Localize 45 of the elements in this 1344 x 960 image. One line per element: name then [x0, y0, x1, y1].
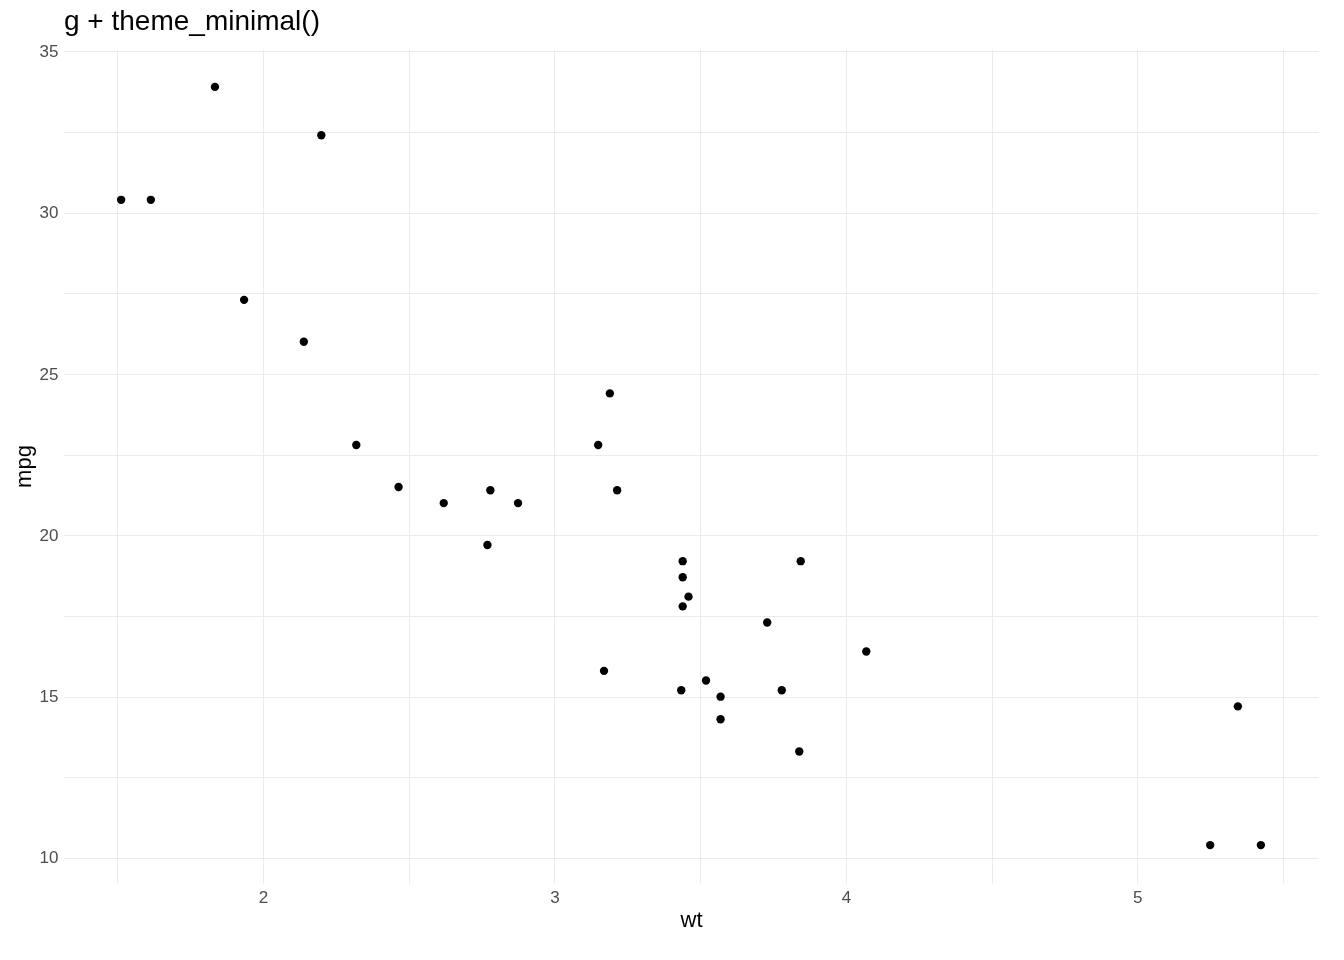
point: [116, 195, 126, 204]
point: [684, 592, 693, 601]
point: [513, 498, 523, 508]
point: [210, 82, 220, 92]
point: [796, 557, 805, 566]
point: [394, 482, 403, 492]
point: [678, 557, 687, 566]
point: [483, 540, 492, 550]
point: [146, 195, 156, 204]
x-tick-label: 2: [258, 887, 269, 907]
x-tick-label: 3: [550, 887, 560, 907]
y-axis-title: mpg: [10, 445, 36, 488]
point: [716, 715, 725, 724]
point: [795, 747, 804, 756]
point: [763, 618, 772, 627]
point: [678, 602, 687, 611]
point: [701, 676, 711, 685]
point: [678, 573, 687, 582]
point: [317, 131, 326, 140]
point: [299, 337, 309, 346]
point: [1256, 840, 1266, 850]
y-tick-label: 20: [39, 525, 59, 545]
point: [599, 666, 609, 676]
x-tick-label: 5: [1133, 887, 1143, 907]
point: [716, 692, 725, 701]
y-tick-label: 25: [39, 364, 59, 384]
point: [1233, 702, 1243, 711]
y-tick-label: 10: [39, 848, 59, 868]
point: [352, 440, 361, 450]
point: [612, 486, 622, 495]
point: [239, 295, 249, 305]
point: [486, 486, 495, 495]
point: [594, 440, 603, 450]
y-tick-label: 15: [39, 687, 59, 707]
point: [677, 686, 686, 695]
x-tick-label: 4: [841, 887, 852, 907]
point: [777, 686, 786, 695]
point: [1205, 840, 1215, 850]
y-tick-label: 30: [39, 203, 59, 223]
y-tick-label: 35: [39, 41, 59, 61]
point: [439, 498, 448, 508]
point: [862, 647, 871, 656]
chart-title: g + theme_minimal(): [64, 5, 320, 37]
x-axis-title: wt: [679, 906, 703, 932]
point: [605, 389, 615, 398]
